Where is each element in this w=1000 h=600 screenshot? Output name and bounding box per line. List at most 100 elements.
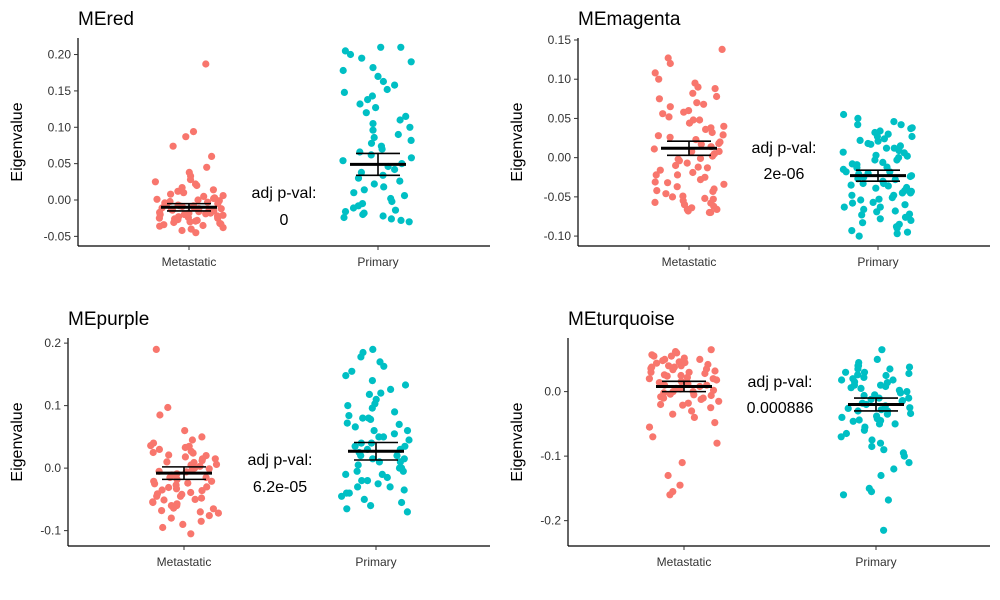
data-point — [855, 416, 863, 424]
data-point — [842, 168, 850, 176]
data-point — [396, 177, 404, 185]
data-point — [339, 66, 347, 75]
data-point — [407, 58, 415, 66]
panel-title: MEpurple — [68, 309, 149, 330]
data-point — [209, 186, 217, 194]
panel-title: MEturquoise — [568, 309, 675, 330]
data-point — [856, 136, 864, 144]
data-point — [890, 465, 898, 473]
data-point — [907, 125, 915, 133]
data-point — [194, 196, 202, 204]
data-point — [848, 227, 856, 235]
data-point — [403, 427, 412, 435]
panel-mepurple: MEpurple Eigenvalue -0.1 0.0 0.1 0.2 Metastati… — [9, 309, 490, 569]
data-point — [203, 163, 211, 171]
data-point — [879, 158, 887, 166]
data-point — [867, 395, 875, 403]
data-point — [688, 204, 696, 212]
data-point — [711, 85, 719, 93]
series-primary — [339, 43, 415, 226]
data-point — [405, 436, 413, 444]
data-point — [341, 208, 350, 216]
data-point — [664, 179, 672, 187]
data-point — [369, 126, 377, 134]
data-point — [383, 85, 391, 94]
data-point — [163, 458, 171, 466]
data-point — [868, 436, 876, 444]
data-point — [873, 355, 881, 363]
data-point — [155, 214, 163, 222]
data-point — [708, 152, 717, 160]
data-point — [663, 372, 671, 380]
data-point — [659, 357, 667, 365]
p-value-annotation: 0.000886 — [747, 400, 814, 417]
data-point — [153, 195, 161, 203]
x-tick-label: Metastatic — [157, 555, 212, 569]
data-point — [388, 197, 396, 206]
data-point — [701, 194, 709, 202]
data-point — [351, 442, 359, 450]
data-point — [149, 498, 157, 507]
data-point — [367, 151, 375, 159]
data-point — [713, 205, 721, 213]
series-primary — [837, 346, 915, 534]
data-point — [680, 201, 689, 209]
data-point — [374, 72, 382, 80]
data-point — [209, 505, 217, 513]
data-point — [891, 420, 899, 428]
data-point — [664, 471, 672, 480]
data-point — [181, 427, 189, 435]
p-value-annotation: adj p-val: — [248, 452, 313, 469]
data-point — [156, 411, 164, 419]
data-point — [188, 436, 196, 444]
data-point — [690, 391, 698, 399]
data-point — [664, 54, 672, 62]
data-point — [694, 83, 702, 91]
data-point — [653, 359, 661, 367]
data-point — [848, 191, 856, 199]
data-point — [359, 210, 367, 219]
data-point — [377, 43, 385, 51]
data-point — [368, 404, 376, 412]
data-point — [406, 123, 414, 131]
data-point — [386, 483, 394, 491]
data-point — [212, 460, 221, 468]
data-point — [869, 198, 877, 206]
data-point — [172, 485, 181, 493]
series-metastatic — [650, 45, 728, 217]
data-point — [893, 230, 901, 238]
data-point — [882, 144, 891, 152]
data-point — [167, 514, 175, 522]
y-axis-title: Eigenvalue — [509, 402, 526, 481]
data-point — [182, 133, 190, 141]
data-point — [854, 114, 862, 122]
data-point — [200, 192, 208, 200]
data-point — [707, 208, 715, 217]
data-point — [857, 196, 865, 204]
data-point — [840, 203, 848, 211]
data-point — [184, 479, 192, 487]
data-point — [665, 362, 673, 370]
data-point — [838, 413, 846, 421]
data-point — [849, 417, 857, 425]
data-point — [673, 349, 681, 357]
data-point — [711, 367, 719, 375]
data-point — [890, 144, 898, 152]
data-point — [159, 523, 167, 532]
data-point — [905, 363, 914, 371]
y-tick-label: 0.20 — [48, 48, 72, 62]
data-point — [907, 172, 916, 180]
series-metastatic — [147, 345, 222, 538]
data-point — [357, 353, 365, 361]
data-point — [370, 180, 378, 188]
data-point — [365, 390, 373, 398]
data-point — [147, 442, 155, 450]
data-point — [848, 160, 856, 168]
data-point — [880, 526, 888, 534]
data-point — [151, 178, 159, 186]
data-point — [907, 216, 915, 224]
y-axis-title: Eigenvalue — [9, 402, 26, 481]
data-point — [650, 145, 658, 153]
data-point — [707, 346, 715, 354]
